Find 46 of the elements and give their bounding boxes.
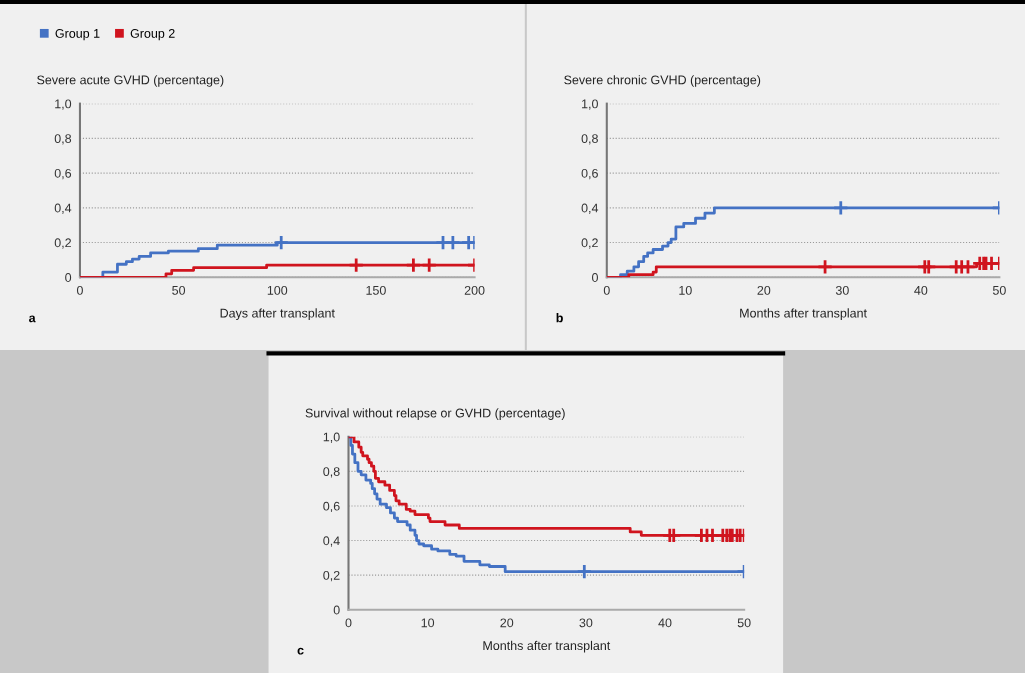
x-tick-label: 0 [603, 285, 610, 295]
text: b [556, 313, 563, 323]
y-tick-label: 0,6 [54, 168, 72, 180]
chart-title: Severe chronic GVHD (percentage) [564, 75, 761, 87]
text: a [29, 315, 36, 323]
legend-label: Group 1 [55, 28, 100, 41]
x-tick-label: 100 [267, 285, 288, 295]
x-tick-label: 30 [835, 285, 849, 295]
x-tick-label: 20 [500, 618, 514, 628]
y-tick-label: 0 [592, 273, 598, 282]
y-tick-label: 0,2 [581, 238, 598, 249]
x-tick-label: 10 [679, 285, 692, 295]
y-tick-label: 0,6 [581, 168, 598, 180]
x-axis-title: Months after transplant [483, 640, 611, 653]
x-tick-label: 0 [76, 285, 83, 295]
x-tick-label: 0 [345, 618, 352, 628]
x-tick-label: 50 [992, 285, 1006, 295]
x-tick-label: 40 [914, 285, 928, 295]
y-tick-label: 0,4 [54, 203, 72, 214]
x-tick-label: 30 [579, 618, 593, 628]
x-tick-label: 50 [172, 285, 186, 295]
legend-label: Group 2 [130, 28, 175, 41]
x-tick-label: 10 [421, 618, 435, 628]
y-tick-label: 0,4 [323, 536, 340, 547]
x-axis-title: Months after transplant [740, 308, 867, 321]
y-tick-label: 1,0 [55, 99, 72, 110]
text: c [297, 647, 304, 655]
y-tick-label: 0 [333, 605, 340, 615]
y-tick-label: 0,2 [323, 570, 340, 582]
y-tick-label: 0,6 [323, 501, 340, 513]
y-tick-label: 0,8 [54, 134, 72, 145]
y-tick-label: 0,4 [581, 203, 599, 214]
x-tick-label: 40 [658, 618, 672, 628]
y-tick-label: 1,0 [323, 432, 340, 443]
chart-title: Survival without relapse or GVHD (percentage) [305, 408, 565, 420]
y-tick-label: 1,0 [582, 99, 598, 110]
y-tick-label: 0,8 [581, 134, 598, 145]
y-tick-label: 0 [65, 273, 72, 282]
x-tick-label: 150 [366, 285, 386, 295]
x-tick-label: 20 [757, 285, 771, 295]
chart-title: Severe acute GVHD (percentage) [37, 75, 224, 87]
y-tick-label: 0,8 [323, 467, 340, 478]
y-tick-label: 0,2 [54, 238, 71, 249]
x-axis-title: Days after transplant [220, 308, 335, 321]
x-tick-label: 50 [737, 618, 751, 628]
x-tick-label: 200 [464, 285, 485, 295]
